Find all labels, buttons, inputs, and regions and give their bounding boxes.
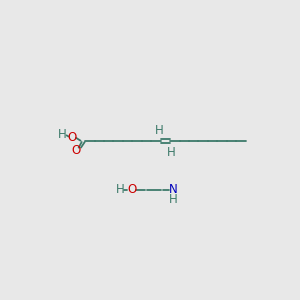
Text: H: H (167, 146, 176, 159)
Text: H: H (155, 124, 164, 136)
Text: O: O (67, 131, 76, 144)
Text: O: O (71, 144, 80, 157)
Text: H: H (116, 183, 124, 196)
Text: H: H (58, 128, 66, 141)
Text: O: O (127, 183, 136, 196)
Text: N: N (169, 183, 178, 196)
Text: H: H (169, 193, 178, 206)
